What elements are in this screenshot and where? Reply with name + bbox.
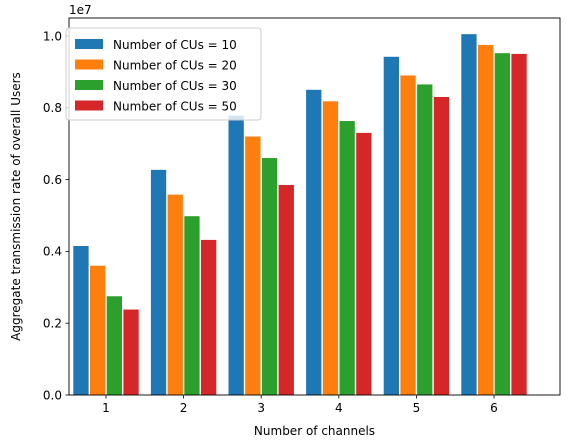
bar-series1-cat2 [150,169,167,395]
bar-series2-cat6 [478,44,494,396]
legend-swatch [75,100,103,111]
legend-label: Number of CUs = 50 [113,100,237,114]
bar-series4-cat4 [356,132,372,395]
bar-series1-cat1 [73,246,89,395]
legend-swatch [75,59,103,70]
bar-series2-cat5 [400,75,416,395]
bar-series3-cat3 [261,158,278,395]
x-tick-label: 5 [413,401,421,415]
legend-label: Number of CUs = 20 [113,59,237,73]
y-axis: 0.0 0.2 0.4 0.6 0.8 1.0 [43,29,69,402]
y-offset-label: 1e7 [69,3,92,17]
bar-series2-cat2 [167,194,183,395]
bar-series3-cat2 [184,216,200,395]
y-tick-label: 1.0 [43,29,62,43]
legend-label: Number of CUs = 10 [113,38,237,52]
bar-series3-cat6 [494,53,510,395]
bar-series3-cat5 [417,84,433,396]
bar-series1-cat3 [228,115,244,395]
x-tick-label: 4 [335,401,343,415]
bar-series3-cat4 [339,121,355,396]
x-axis: 1 2 3 4 5 6 [102,395,498,415]
bar-series4-cat3 [278,184,294,395]
y-tick-label: 0.4 [43,245,62,259]
x-tick-label: 6 [490,401,498,415]
y-tick-label: 0.2 [43,316,62,330]
bar-series1-cat5 [383,56,399,395]
y-tick-label: 0.6 [43,173,62,187]
x-axis-label: Number of channels [254,424,375,438]
y-tick-label: 0.8 [43,101,62,115]
y-tick-label: 0.0 [43,388,62,402]
x-tick-label: 1 [102,401,110,415]
plot-frame [68,17,561,396]
bar-series2-cat1 [90,265,106,395]
legend: Number of CUs = 10 Number of CUs = 20 Numb… [65,27,262,121]
bar-series1-cat6 [461,34,477,395]
bar-series4-cat1 [123,309,139,395]
y-axis-label: Aggregate transmission rate of overall U… [9,72,23,341]
bar-series2-cat4 [322,101,339,396]
bar-series2-cat3 [245,136,261,396]
legend-label: Number of CUs = 30 [113,79,237,93]
x-tick-label: 3 [257,401,265,415]
bar-series4-cat2 [201,239,217,395]
bar-series4-cat6 [511,53,527,396]
legend-box [65,27,262,121]
legend-swatch [75,80,103,90]
bar-series4-cat5 [433,96,450,396]
legend-swatch [75,39,103,49]
x-tick-label: 2 [180,401,188,415]
bars-group [73,34,527,396]
bar-series3-cat1 [106,296,122,395]
bar-series1-cat4 [306,89,322,395]
